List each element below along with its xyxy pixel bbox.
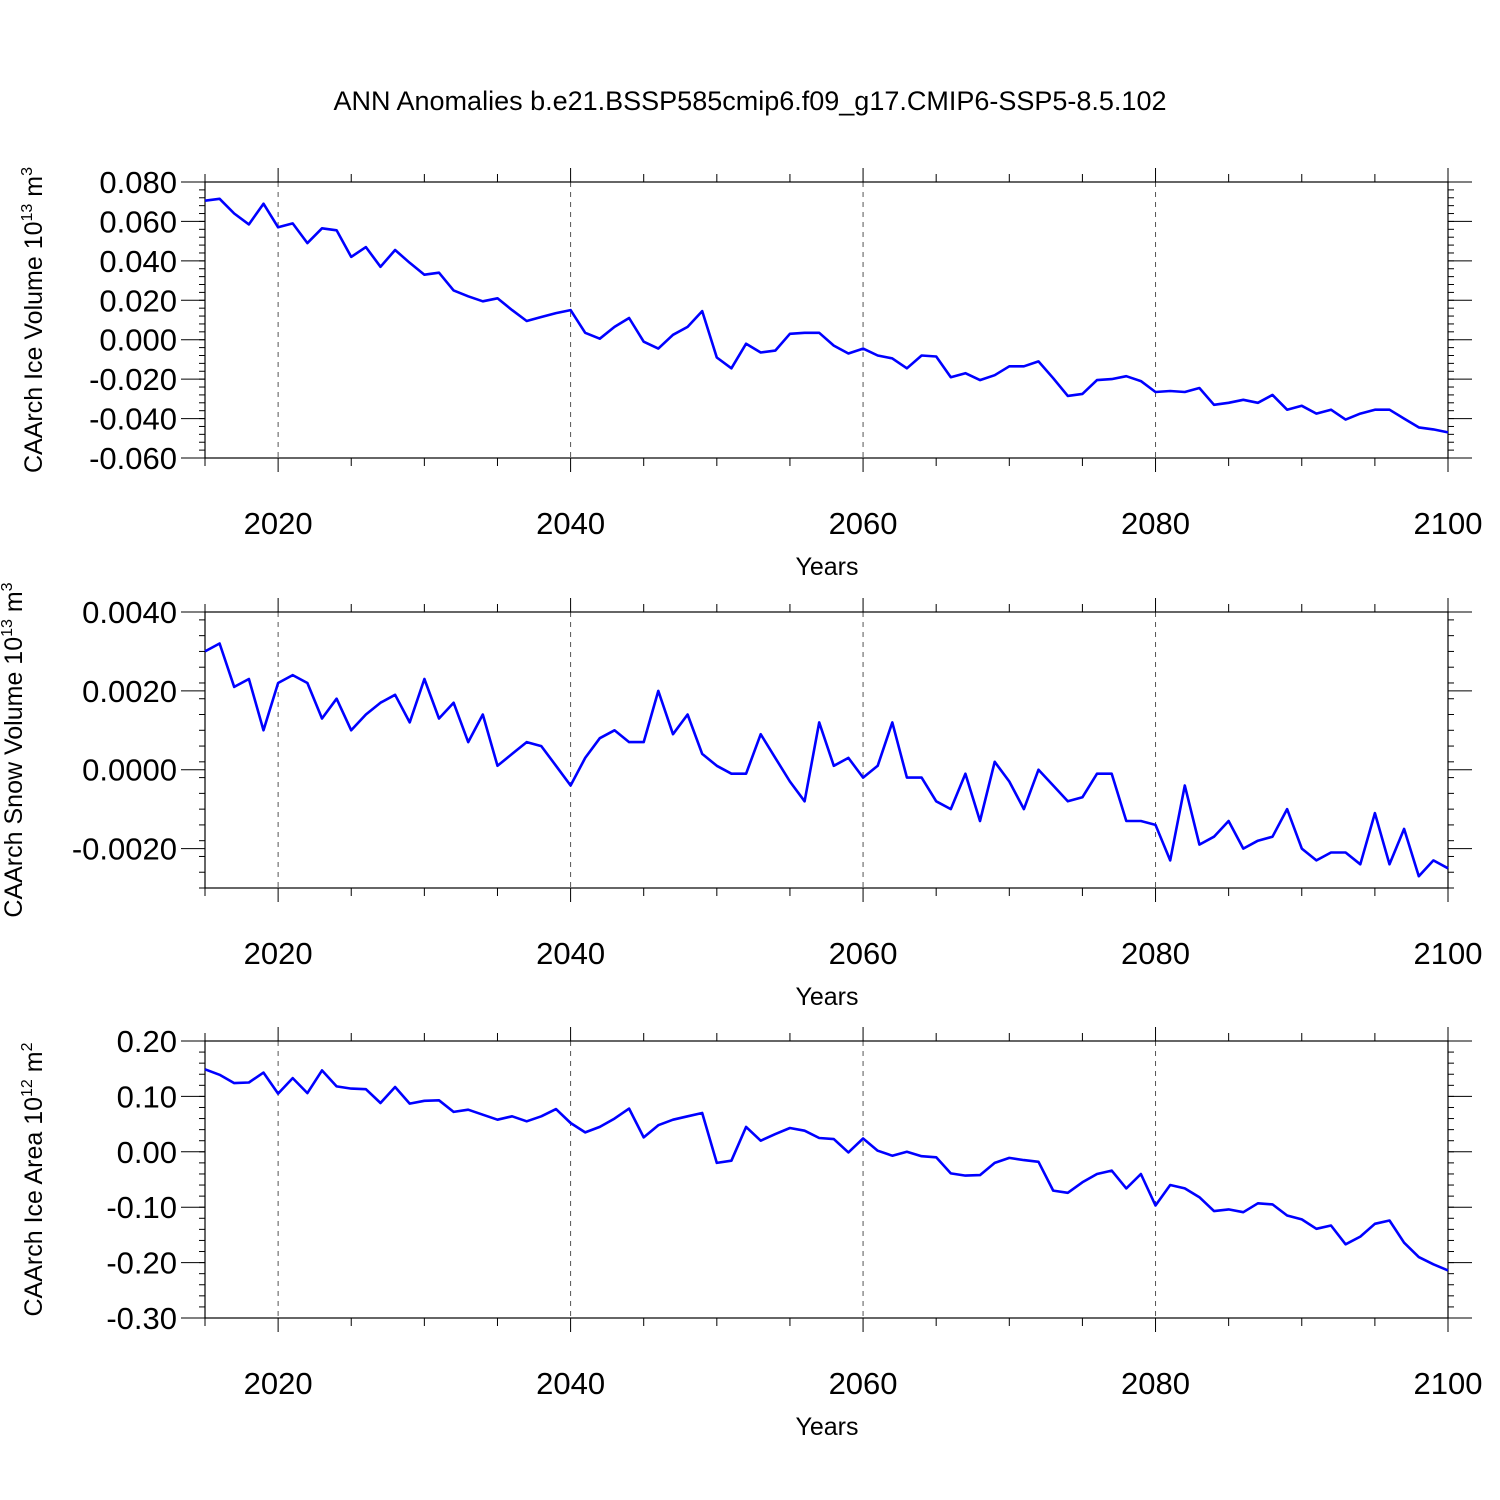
x-axis-label: Years: [795, 553, 858, 581]
y-tick-label: 0.0000: [82, 753, 177, 788]
y-axis-label-superscript: 3: [19, 167, 36, 176]
y-axis-label-superscript: 12: [19, 1079, 36, 1097]
y-axis-label-text: m: [0, 591, 28, 619]
x-tick-label: 2100: [1414, 936, 1483, 971]
panels: 0.080 0.060 0.040 0.020 0.000 -0.020 -0.040 -0.…: [0, 165, 1482, 1441]
y-axis-label-text: CAArch Ice Area 10: [20, 1097, 48, 1317]
series-line: [204, 642, 1449, 878]
y-tick-label: -0.040: [89, 402, 177, 437]
panel-3: 0.20 0.10 0.00 -0.10 -0.20 -0.30 2020 2040 2060 2…: [19, 1024, 1482, 1441]
x-tick-label: 2060: [829, 506, 898, 541]
x-tick-label: 2100: [1414, 506, 1483, 541]
y-axis-label: CAArch Ice Volume 1013 m3: [19, 167, 48, 473]
x-tick-label: 2080: [1121, 506, 1190, 541]
y-tick-label: -0.0020: [72, 832, 177, 867]
y-tick-label: 0.0040: [82, 595, 177, 630]
series-line: [204, 1068, 1449, 1272]
x-tick-label: 2040: [536, 1366, 605, 1401]
x-tick-label: 2020: [244, 936, 313, 971]
y-axis-label-text: m: [20, 1051, 48, 1079]
plot-frame: [204, 181, 1449, 459]
plot-frame: [204, 611, 1449, 889]
y-tick-label: 0.000: [99, 323, 177, 358]
panel-1: 0.080 0.060 0.040 0.020 0.000 -0.020 -0.040 -0.…: [19, 165, 1482, 581]
x-tick-label: 2060: [829, 936, 898, 971]
x-tick-label: 2100: [1414, 1366, 1483, 1401]
y-axis-label-text: CAArch Ice Volume 10: [20, 221, 48, 473]
series-line: [204, 197, 1449, 434]
y-axis-label-superscript: 3: [0, 582, 16, 591]
y-tick-label: -0.060: [89, 441, 177, 476]
y-axis-label-text: CAArch Snow Volume 10: [0, 637, 28, 918]
y-tick-label: 0.10: [117, 1079, 177, 1114]
x-tick-label: 2080: [1121, 1366, 1190, 1401]
panel-2: 0.0040 0.0020 0.0000 -0.0020 2020 2040 2060 208…: [0, 582, 1482, 1011]
y-axis-label: CAArch Ice Area 1012 m2: [19, 1042, 48, 1316]
x-axis-label: Years: [795, 983, 858, 1011]
y-tick-label: 0.040: [99, 244, 177, 279]
y-tick-label: 0.0020: [82, 674, 177, 709]
y-tick-label: -0.20: [106, 1246, 177, 1281]
y-axis-label-superscript: 2: [19, 1042, 36, 1051]
y-axis-label-superscript: 13: [0, 619, 16, 637]
y-tick-label: 0.020: [99, 283, 177, 318]
x-tick-label: 2060: [829, 1366, 898, 1401]
y-tick-label: -0.30: [106, 1301, 177, 1336]
y-axis-label: CAArch Snow Volume 1013 m3: [0, 582, 28, 917]
y-axis-label-superscript: 13: [19, 204, 36, 222]
y-tick-label: 0.060: [99, 204, 177, 239]
x-tick-label: 2040: [536, 936, 605, 971]
plot-frame: [204, 1040, 1449, 1319]
y-tick-label: 0.00: [117, 1135, 177, 1170]
x-tick-label: 2020: [244, 1366, 313, 1401]
x-tick-label: 2040: [536, 506, 605, 541]
figure-title: ANN Anomalies b.e21.BSSP585cmip6.f09_g17…: [334, 86, 1167, 116]
y-axis-label-text: m: [20, 176, 48, 204]
x-axis-label: Years: [795, 1413, 858, 1441]
y-tick-label: 0.20: [117, 1024, 177, 1059]
y-tick-label: -0.020: [89, 362, 177, 397]
x-tick-label: 2080: [1121, 936, 1190, 971]
y-tick-label: -0.10: [106, 1190, 177, 1225]
y-tick-label: 0.080: [99, 165, 177, 200]
x-tick-label: 2020: [244, 506, 313, 541]
